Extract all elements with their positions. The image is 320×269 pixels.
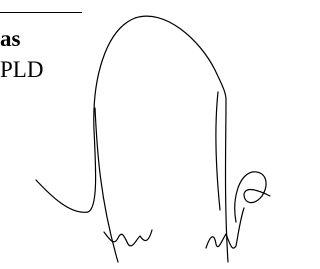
page-body: as PLD (() => { const data = JSON.parse(… [0, 0, 320, 269]
signature-stroke [235, 172, 270, 222]
signature [0, 0, 274, 269]
signature-stroke [36, 16, 228, 262]
signature-stroke [216, 92, 220, 210]
signature-stroke [206, 208, 244, 248]
signature-stroke [95, 108, 118, 262]
document: as PLD [0, 0, 274, 269]
